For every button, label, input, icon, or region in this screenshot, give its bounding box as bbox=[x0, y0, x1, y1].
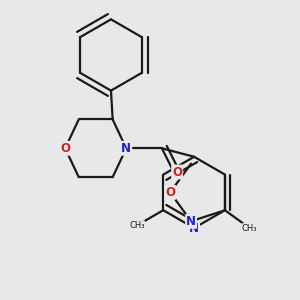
Text: CH₃: CH₃ bbox=[242, 224, 257, 233]
Text: O: O bbox=[60, 142, 70, 155]
Text: O: O bbox=[172, 166, 182, 178]
Text: N: N bbox=[186, 215, 196, 228]
Text: CH₃: CH₃ bbox=[129, 221, 145, 230]
Text: N: N bbox=[189, 221, 199, 235]
Text: O: O bbox=[165, 186, 175, 199]
Text: N: N bbox=[121, 142, 131, 155]
